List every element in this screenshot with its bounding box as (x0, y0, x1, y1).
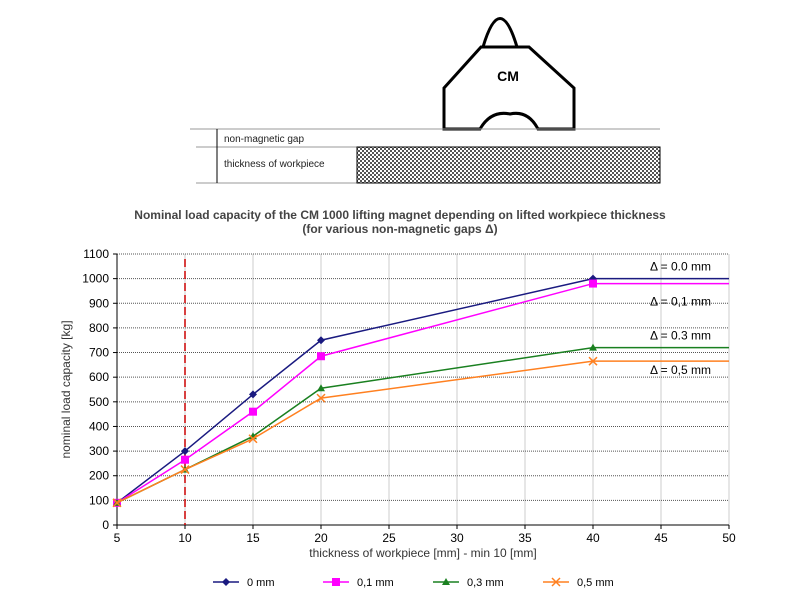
data-point (589, 343, 597, 351)
series-line-2 (116, 346, 729, 504)
y-tick-label: 600 (89, 370, 109, 384)
y-tick-label: 1000 (82, 272, 109, 286)
gap-label: non-magnetic gap (224, 134, 304, 145)
x-tick-label: 50 (722, 531, 736, 545)
data-point (317, 336, 325, 345)
data-point (316, 393, 326, 403)
y-tick-label: 0 (102, 518, 109, 532)
legend-marker (332, 578, 340, 586)
series-annotation: Δ = 0.3 mm (650, 329, 711, 343)
y-tick-label: 700 (89, 346, 109, 360)
series-annotation: Δ = 0,5 mm (650, 363, 711, 377)
x-tick-label: 35 (518, 531, 532, 545)
series-line-3 (116, 360, 729, 504)
chart-title-text: Nominal load capacity of the CM 1000 lif… (134, 208, 666, 222)
y-tick-label: 200 (89, 469, 109, 483)
y-tick-label: 500 (89, 395, 109, 409)
series-annotation: Δ = 0.0 mm (650, 260, 711, 274)
legend-label: 0 mm (247, 577, 275, 589)
x-tick-label: 25 (382, 531, 396, 545)
data-point (180, 465, 190, 475)
data-point (112, 498, 122, 508)
data-point (248, 434, 258, 444)
magnet-diagram: CM non-magnetic gap thickness of workpie… (190, 17, 661, 184)
chart-subtitle: (for various non-magnetic gaps Δ) (302, 222, 498, 236)
x-tick-label: 40 (586, 531, 600, 545)
data-point (249, 390, 257, 399)
series-annotation: Δ = 0,1 mm (650, 295, 711, 309)
x-tick-label: 30 (450, 531, 464, 545)
y-tick-label: 800 (89, 321, 109, 335)
legend-marker (551, 577, 561, 587)
legend-marker (442, 578, 450, 585)
y-tick-label: 300 (89, 444, 109, 458)
magnet-label: CM (497, 68, 519, 84)
data-point (249, 407, 257, 416)
legend-label: 0,1 mm (357, 577, 394, 589)
thickness-label: thickness of workpiece (224, 159, 325, 170)
y-tick-label: 1100 (83, 247, 109, 261)
legend-label: 0,3 mm (467, 577, 504, 589)
data-point (317, 352, 325, 361)
x-tick-label: 10 (178, 531, 192, 545)
x-axis-label: thickness of workpiece [mm] - min 10 [mm… (309, 546, 536, 560)
x-tick-label: 20 (314, 531, 328, 545)
legend-label: 0,5 mm (577, 577, 614, 589)
data-point (589, 279, 597, 288)
data-point (588, 356, 598, 366)
x-tick-label: 15 (246, 531, 260, 545)
data-point (181, 447, 189, 456)
magnet-handle (480, 17, 520, 49)
y-axis-label: nominal load capacity [kg] (59, 320, 73, 458)
x-tick-label: 5 (114, 531, 121, 545)
x-tick-label: 45 (654, 531, 668, 545)
y-tick-label: 100 (89, 493, 109, 507)
data-point (181, 455, 189, 464)
data-point (317, 384, 325, 392)
series-line-0 (116, 277, 729, 504)
chart-title: Nominal load capacity of the CM 1000 lif… (0, 208, 800, 236)
legend-marker (222, 578, 230, 586)
series-line-1 (116, 282, 729, 504)
y-tick-label: 400 (89, 419, 109, 433)
y-tick-label: 900 (89, 296, 109, 310)
workpiece (356, 146, 661, 184)
